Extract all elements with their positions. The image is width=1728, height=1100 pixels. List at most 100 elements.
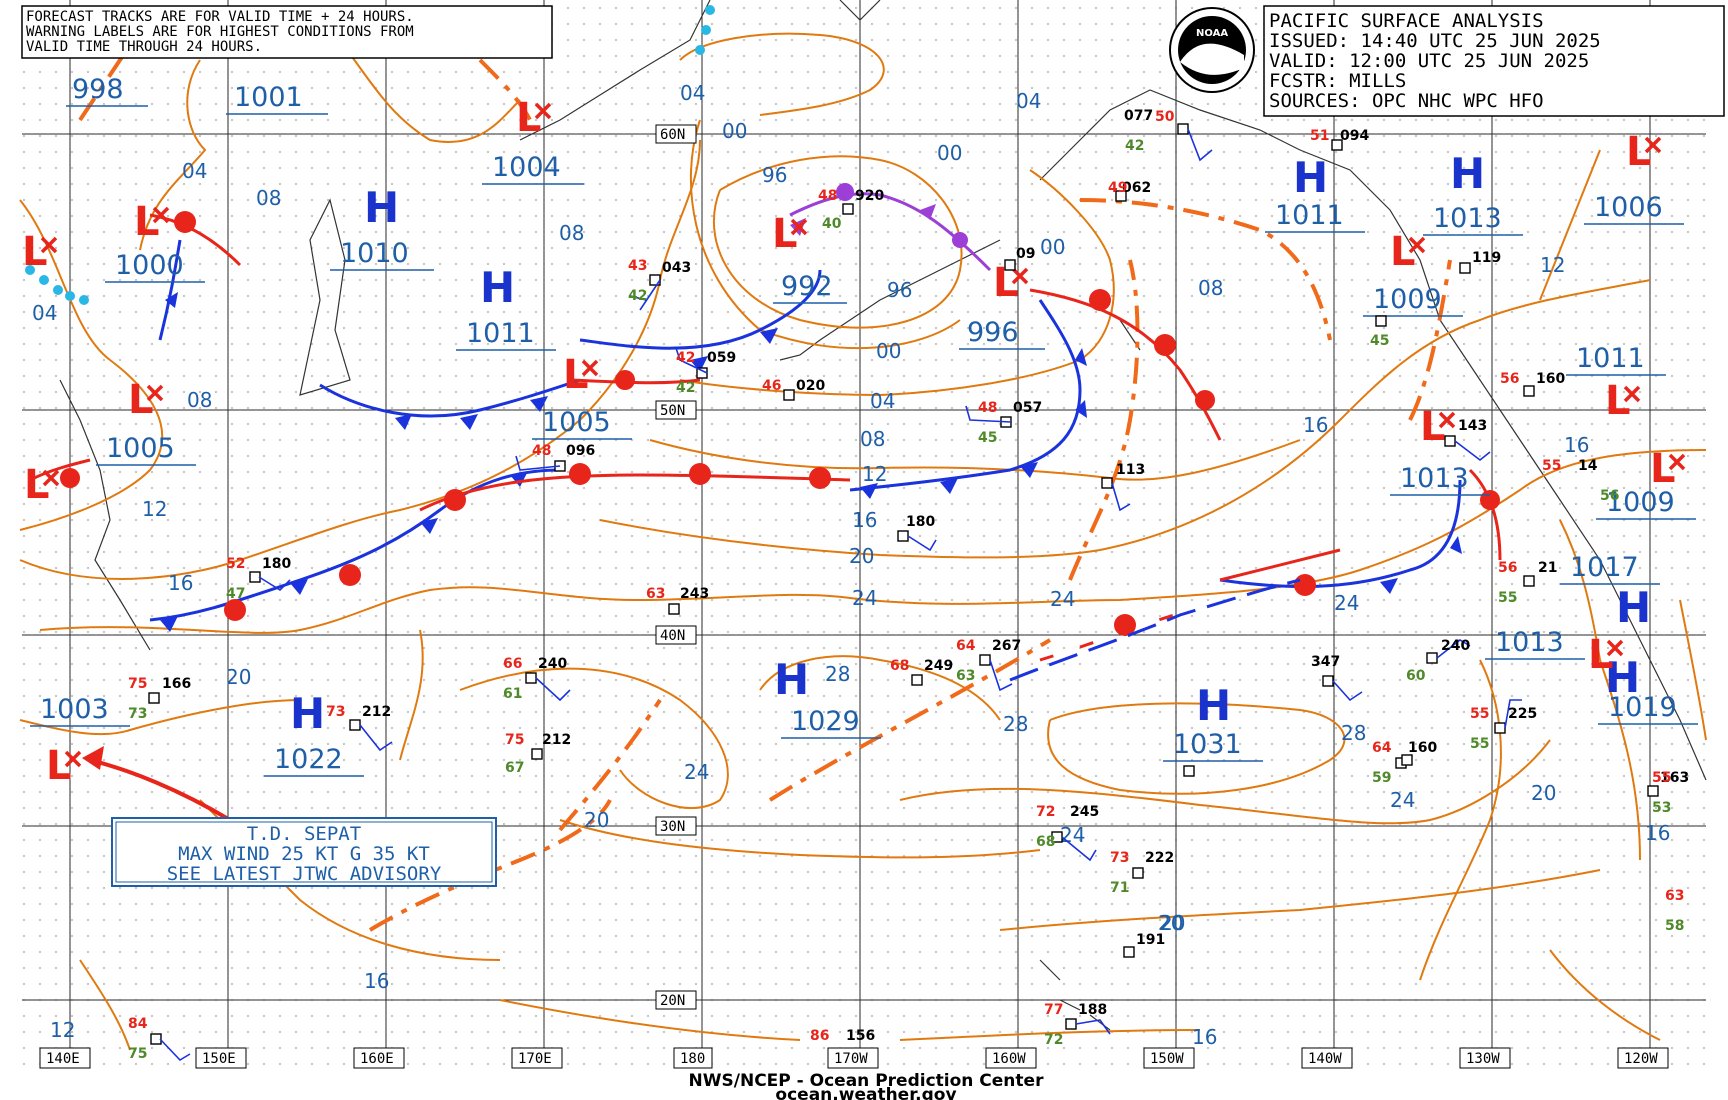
station-temp: 49 [1108, 180, 1127, 196]
title-line: FCSTR: MILLS [1269, 70, 1406, 92]
lon-label: 160E [360, 1051, 394, 1067]
isobar-label: 04 [680, 81, 705, 105]
isobar-label: 20 [1160, 911, 1185, 935]
isobar-label: 24 [1334, 591, 1359, 615]
station-temp: 48 [532, 443, 551, 459]
pressure-value: 1004 [492, 152, 561, 183]
title-line: PACIFIC SURFACE ANALYSIS [1269, 10, 1544, 32]
tropical-depression-box: T.D. SEPAT MAX WIND 25 KT G 35 KT SEE LA… [111, 817, 497, 887]
station-pressure: 020 [796, 378, 825, 394]
station-temp: 48 [818, 188, 837, 204]
station-pressure: 163 [1660, 770, 1689, 786]
pressure-value: 1011 [466, 318, 535, 349]
station-pressure: 240 [538, 656, 567, 672]
cyan-track [25, 5, 715, 305]
station-temp: 56 [1500, 371, 1519, 387]
pressure-labels: 998 1001 1004 1010 1000 1011 1005 992 99… [40, 74, 1677, 775]
warm-fronts [29, 213, 1502, 582]
wind-barbs [159, 128, 1522, 1062]
station-pressure: 160 [1408, 740, 1437, 756]
station-pressure: 225 [1508, 706, 1537, 722]
station-pressure: 180 [262, 556, 291, 572]
pressure-value: 1019 [1608, 692, 1677, 723]
station-temp: 64 [956, 638, 976, 654]
isobar-label: 16 [1303, 413, 1328, 437]
title-line: SOURCES: OPC NHC WPC HFO [1269, 90, 1544, 112]
pressure-value: 1000 [115, 250, 184, 281]
lon-label: 160W [992, 1051, 1026, 1067]
station-temp: 73 [326, 704, 345, 720]
station-pressure: 057 [1013, 400, 1042, 416]
isobar-label: 16 [852, 508, 877, 532]
isobar-label: 20 [584, 808, 609, 832]
station-dew: 40 [822, 216, 842, 232]
isobar-label: 16 [364, 969, 389, 993]
isobar-label: 24 [1050, 587, 1075, 611]
station-pressure: 062 [1122, 180, 1151, 196]
lat-label: 50N [660, 403, 685, 419]
isobar-label: 24 [1390, 788, 1415, 812]
station-pressure: 094 [1340, 128, 1369, 144]
graticule [22, 0, 1706, 1060]
station-pressure: 245 [1070, 804, 1099, 820]
station-temp: 72 [1036, 804, 1055, 820]
isobar-label: 00 [937, 141, 962, 165]
latitude-labels: 60N 50N 40N 30N 20N [655, 124, 697, 1010]
station-pressure: 212 [362, 704, 391, 720]
station-pressure: 267 [992, 638, 1021, 654]
isobar-label: 04 [870, 389, 895, 413]
pressure-value: 1011 [1275, 200, 1344, 231]
station-pressure: 347 [1311, 654, 1340, 670]
station-dew: 47 [226, 586, 245, 602]
pressure-value: 1011 [1576, 343, 1645, 374]
footer-line: NWS/NCEP - Ocean Prediction Center [689, 1071, 1045, 1091]
noaa-logo-text: NOAA [1196, 28, 1228, 39]
station-pressure: 14 [1578, 458, 1598, 474]
pressure-value: 1013 [1433, 203, 1502, 234]
isobar-label: 08 [256, 186, 281, 210]
footer: NWS/NCEP - Ocean Prediction Center ocean… [689, 1071, 1045, 1100]
low-centers: L L L L L L L L L L L L L L L [22, 95, 1686, 789]
station-dew: 42 [676, 380, 695, 396]
lon-label: 150E [202, 1051, 236, 1067]
station-pressure: 920 [855, 188, 884, 204]
station-pressure: 096 [566, 443, 595, 459]
isobar-label: 12 [862, 462, 887, 486]
isobar-label: 00 [876, 339, 901, 363]
station-temp: 68 [890, 658, 909, 674]
lat-label: 60N [660, 127, 685, 143]
isobar-label: 16 [1645, 821, 1670, 845]
longitude-labels: 140E 150E 160E 170E 180 170W 160W 150W 1… [39, 1047, 1669, 1069]
pressure-value: 1005 [542, 407, 611, 438]
station-pressure: 188 [1078, 1002, 1107, 1018]
station-temp: 84 [128, 1016, 148, 1032]
station-temp: 46 [762, 378, 781, 394]
note-line: FORECAST TRACKS ARE FOR VALID TIME + 24 … [26, 9, 414, 25]
pressure-value: 998 [72, 74, 124, 105]
station-dew: 75 [128, 1046, 147, 1062]
lon-label: 150W [1150, 1051, 1184, 1067]
station-dew: 53 [1652, 800, 1671, 816]
station-temp: 75 [505, 732, 524, 748]
lon-label: 170E [518, 1051, 552, 1067]
station-dew: 42 [1125, 138, 1144, 154]
station-temp: 51 [1310, 128, 1329, 144]
station-dew: 71 [1110, 880, 1129, 896]
pressure-value: 1010 [340, 238, 409, 269]
high-center: H [290, 689, 325, 738]
isobar-labels: 04 08 04 08 04 08 12 16 20 00 96 96 00 0… [32, 81, 1670, 1049]
note-line: VALID TIME THROUGH 24 HOURS. [26, 39, 262, 55]
station-pressure: 180 [906, 514, 935, 530]
lon-label: 180 [680, 1051, 705, 1067]
station-temp: 42 [676, 350, 695, 366]
isobar-label: 24 [1060, 823, 1085, 847]
station-pressure: 160 [1536, 371, 1565, 387]
pressure-value: 1003 [40, 694, 109, 725]
high-center: H [1196, 681, 1231, 730]
station-pressure: 240 [1441, 638, 1470, 654]
pressure-value: 996 [967, 317, 1019, 348]
isobar-label: 08 [1198, 276, 1223, 300]
lon-label: 170W [834, 1051, 868, 1067]
high-center: H [1293, 153, 1328, 202]
